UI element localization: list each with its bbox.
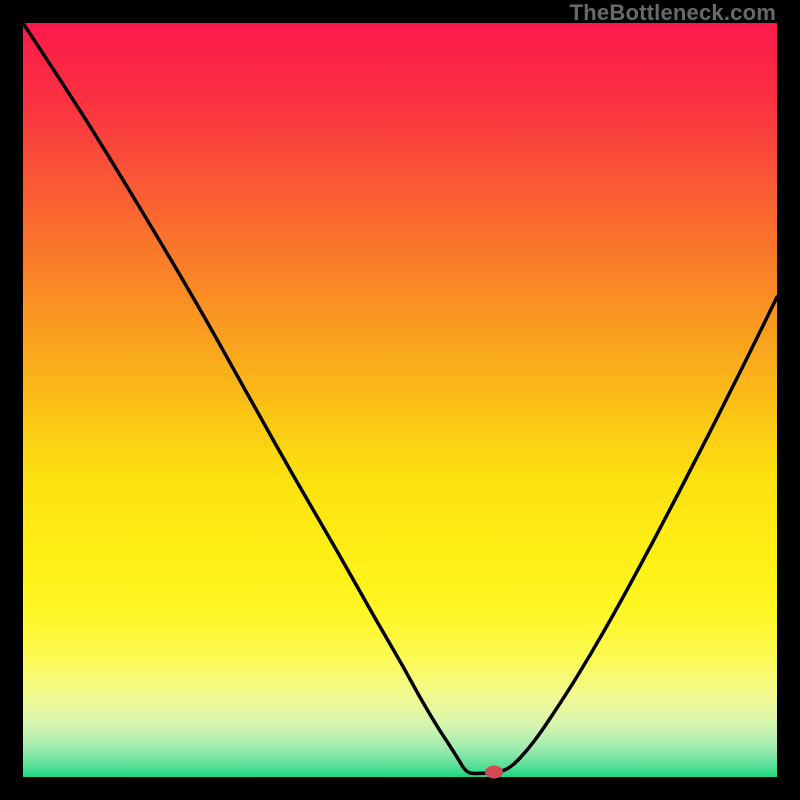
chart-frame: TheBottleneck.com <box>0 0 800 800</box>
plot-area <box>23 23 777 777</box>
bottleneck-curve <box>23 23 777 777</box>
optimum-marker <box>485 766 503 779</box>
